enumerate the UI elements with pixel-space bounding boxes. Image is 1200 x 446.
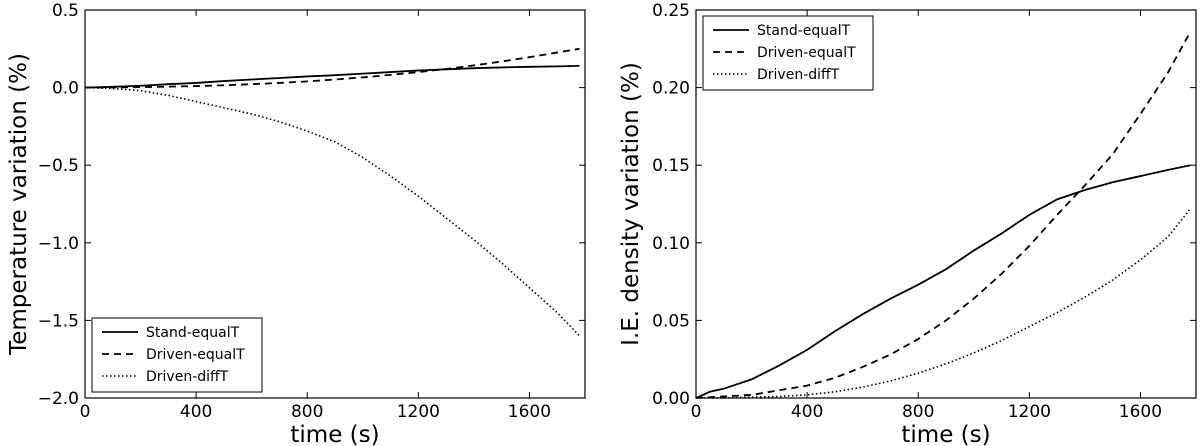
y-axis-label: Temperature variation (%) (6, 53, 32, 356)
y-axis-label: I.E. density variation (%) (618, 62, 644, 346)
plot-frame (84, 9, 586, 399)
y-tick-label: −0.5 (38, 156, 79, 176)
plot-frame (695, 9, 1197, 399)
x-tick-label: 800 (291, 402, 323, 422)
series-line-driven-equalt (695, 31, 1192, 399)
x-axis-label: time (s) (901, 422, 990, 446)
legend-box (702, 15, 874, 91)
y-tick-label: 0.05 (652, 311, 690, 331)
y-tick-label: 0.20 (652, 79, 690, 99)
legend-box (91, 317, 263, 393)
series-line-stand-equalt (695, 164, 1191, 399)
legend-label: Driven-equalT (146, 347, 245, 363)
y-tick-label: 0.25 (652, 1, 690, 21)
x-tick-label: 0 (691, 402, 702, 422)
series-line-driven-difft (84, 86, 581, 337)
y-tick-label: 0.5 (52, 1, 79, 21)
legend-label: Stand-equalT (757, 23, 851, 39)
y-tick-label: −1.5 (38, 311, 79, 331)
x-tick-label: 1600 (1119, 402, 1162, 422)
legend-label: Driven-diffT (146, 369, 229, 385)
series-line-driven-difft (696, 208, 1192, 399)
y-tick-label: −1.0 (38, 234, 79, 254)
legend-label: Driven-diffT (757, 67, 840, 83)
x-tick-label: 1200 (397, 402, 440, 422)
series-line-stand-equalt (84, 64, 580, 89)
legend-label: Driven-equalT (757, 45, 856, 61)
chart-2: 0 400 800 1200 1600 0.00 0.05 0.10 0.15 0.20 0.25 t… (618, 1, 1197, 446)
legend: Stand-equalT Driven-equalT Driven-diffT (91, 317, 263, 393)
x-axis-label: time (s) (290, 422, 379, 446)
y-tick-label: 0.00 (652, 389, 690, 409)
x-tick-label: 1200 (1008, 402, 1051, 422)
legend-label: Stand-equalT (146, 325, 240, 341)
chart-1: 0 400 800 1200 1600 −2.0 −1.5 −1.0 −0.5 0.0 0.5 tim… (6, 1, 586, 446)
y-tick-label: 0.15 (652, 156, 690, 176)
y-tick-label: 0.0 (52, 79, 79, 99)
x-tick-label: 0 (80, 402, 91, 422)
x-tick-label: 1600 (508, 402, 551, 422)
x-tick-label: 800 (902, 402, 934, 422)
x-tick-label: 400 (180, 402, 212, 422)
y-tick-label: 0.10 (652, 234, 690, 254)
legend: Stand-equalT Driven-equalT Driven-diffT (702, 15, 874, 91)
x-tick-label: 400 (791, 402, 823, 422)
y-tick-label: −2.0 (38, 389, 79, 409)
